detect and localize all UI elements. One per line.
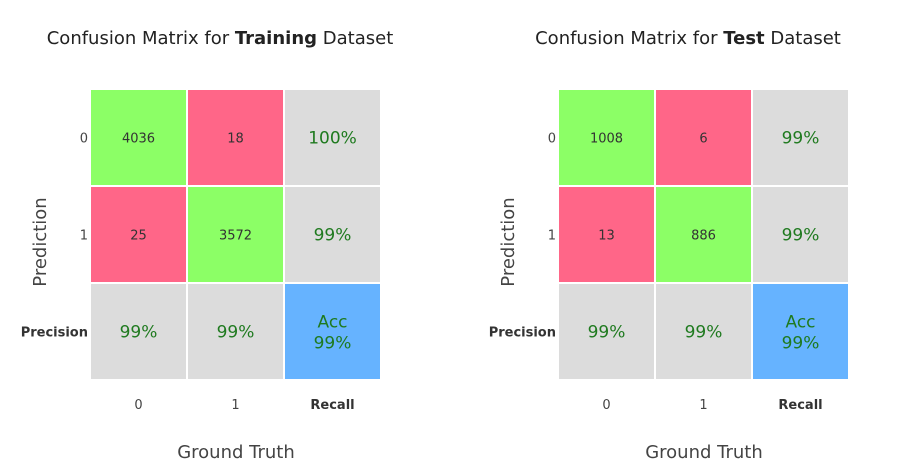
row-tick-label: 0 [548,132,556,147]
row-tick-label: 1 [80,229,88,244]
row-tick-label: Precision [21,326,88,341]
accuracy-label: Acc [317,313,347,333]
recall-value: 99% [782,129,820,149]
x-axis-label: Ground Truth [645,442,763,463]
chart-title-bold: Test [723,28,765,49]
accuracy-label: Acc [785,313,815,333]
matrix-cell [285,90,380,185]
matrix-cell [559,284,654,379]
matrix-cell [285,284,380,379]
cell-value: 4036 [122,132,155,147]
col-tick-label: 1 [231,398,239,413]
y-axis-label: Prediction [30,197,51,286]
chart-title: Confusion Matrix for Training Dataset [47,28,394,49]
chart-title-prefix: Confusion Matrix for [47,28,235,49]
matrix-cell [753,187,848,282]
cell-value: 6 [699,132,707,147]
row-tick-label: 1 [548,229,556,244]
recall-value: 100% [308,129,357,149]
row-tick-label: Precision [489,326,556,341]
col-tick-label: 1 [699,398,707,413]
recall-value: 99% [314,226,352,246]
cell-value: 886 [691,229,716,244]
matrix-cell [188,90,283,185]
matrix-cell [656,187,751,282]
chart-title-bold: Training [235,28,317,49]
precision-value: 99% [120,323,158,343]
y-axis-label: Prediction [498,197,519,286]
col-tick-label: 0 [134,398,142,413]
chart-title-suffix: Dataset [317,28,393,49]
cell-value: 3572 [219,229,252,244]
matrix-cell [656,90,751,185]
chart-title-prefix: Confusion Matrix for [535,28,723,49]
accuracy-value: 99% [782,334,820,354]
precision-value: 99% [685,323,723,343]
matrix-cell [91,187,186,282]
confusion-matrix-test: Confusion Matrix for Test Dataset 1008 6 99… [489,28,848,463]
matrix-cell [285,187,380,282]
matrix-cell [91,284,186,379]
cell-value: 18 [227,132,244,147]
recall-value: 99% [782,226,820,246]
row-tick-label: 0 [80,132,88,147]
col-tick-label: Recall [310,398,354,413]
x-axis-label: Ground Truth [177,442,295,463]
accuracy-value: 99% [314,334,352,354]
col-tick-label: Recall [778,398,822,413]
matrix-cell [188,187,283,282]
matrix-cell [559,90,654,185]
cell-value: 1008 [590,132,623,147]
confusion-matrix-training: Confusion Matrix for Training Dataset 403… [21,28,394,463]
matrix-cell [656,284,751,379]
col-tick-label: 0 [602,398,610,413]
chart-title-suffix: Dataset [765,28,841,49]
chart-title: Confusion Matrix for Test Dataset [535,28,841,49]
matrix-cell [91,90,186,185]
matrix-cell [188,284,283,379]
matrix-cell [753,90,848,185]
matrix-cell [559,187,654,282]
matrix-cell [753,284,848,379]
cell-value: 25 [130,229,147,244]
precision-value: 99% [588,323,626,343]
cell-value: 13 [598,229,615,244]
precision-value: 99% [217,323,255,343]
